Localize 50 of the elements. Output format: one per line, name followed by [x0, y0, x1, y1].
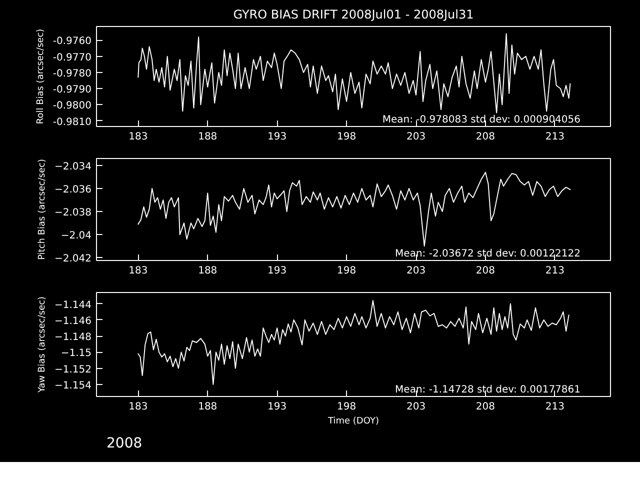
y-tick-label: −1.148: [54, 332, 92, 344]
x-tick-label: 208: [476, 132, 496, 142]
y-tick-label: -0.9790: [52, 84, 92, 96]
y-tick-label: −1.144: [54, 300, 92, 311]
x-tick-label: 208: [476, 402, 496, 412]
annotation: Mean: -1.14728 std dev: 0.00177861: [395, 384, 581, 396]
y-tick-label: −1.152: [54, 364, 92, 376]
x-tick-label: 183: [128, 402, 148, 412]
x-tick-label: 213: [545, 402, 564, 412]
y-tick-label: −1.15: [60, 348, 92, 360]
x-tick-label: 213: [545, 266, 564, 276]
x-axis-title: Time (DOY): [327, 416, 379, 426]
y-tick-label: −2.04: [60, 230, 92, 242]
x-tick-label: 188: [198, 266, 218, 276]
x-tick-label: 213: [545, 132, 564, 142]
x-tick-label: 183: [128, 266, 148, 276]
y-tick-label: -0.9810: [52, 116, 92, 128]
x-tick-label: 208: [476, 266, 496, 276]
y-axis-title: Pitch Bias (arcsec/sec): [37, 159, 48, 260]
x-tick-label: 183: [128, 132, 148, 142]
y-tick-label: −2.038: [54, 208, 92, 219]
annotation: Mean: -0.978083 std dev: 0.000904056: [382, 114, 581, 126]
text: 2008: [106, 436, 142, 452]
x-tick-label: 203: [406, 266, 426, 276]
y-tick-label: -0.9780: [52, 68, 92, 80]
x-tick-label: 198: [337, 402, 356, 412]
y-tick-label: -0.9770: [52, 52, 92, 64]
line-series: [138, 300, 570, 385]
x-tick-label: 198: [337, 266, 356, 276]
y-axis-title: Yaw Bias (arcsec/sec): [37, 296, 48, 394]
y-tick-label: −1.154: [54, 380, 92, 392]
x-tick-label: 203: [406, 402, 426, 412]
y-tick-label: −1.146: [54, 316, 92, 327]
x-tick-label: 188: [198, 402, 218, 412]
x-tick-label: 203: [406, 132, 426, 142]
chart-title: GYRO BIAS DRIFT 2008Jul01 - 2008Jul31: [233, 8, 474, 22]
y-tick-label: −2.042: [54, 254, 92, 265]
x-tick-label: 193: [268, 132, 287, 142]
line-series: [138, 33, 571, 114]
y-axis-title: Roll Bias (arcsec/sec): [36, 28, 46, 124]
annotation: Mean: -2.03672 std dev: 0.00122122: [395, 248, 581, 260]
y-tick-label: -0.9800: [52, 100, 92, 112]
line-series: [138, 172, 571, 247]
x-tick-label: 193: [268, 402, 287, 412]
x-tick-label: 198: [337, 132, 356, 142]
y-tick-label: −2.036: [54, 184, 92, 196]
y-tick-label: −2.034: [54, 161, 92, 172]
x-tick-label: 188: [198, 132, 218, 142]
x-tick-label: 193: [268, 266, 287, 276]
y-tick-label: -0.9760: [52, 36, 92, 48]
